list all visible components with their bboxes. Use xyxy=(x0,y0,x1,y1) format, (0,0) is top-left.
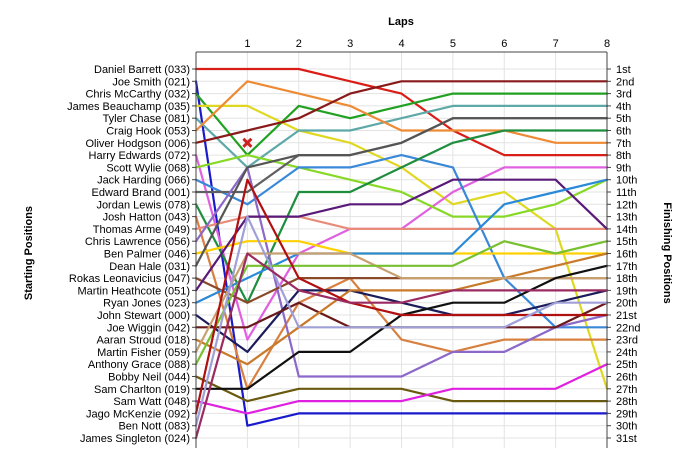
retired-marker-stroke xyxy=(242,137,253,148)
finishing-position-label: 15th xyxy=(616,236,637,248)
series-lines xyxy=(194,67,609,440)
top-axis-title: Laps xyxy=(388,16,414,28)
finishing-position-label: 19th xyxy=(616,285,637,297)
starting-position-label: James Singleton (024) xyxy=(80,433,190,445)
finishing-position-label: 18th xyxy=(616,273,637,285)
starting-position-label: Ben Nott (083) xyxy=(118,421,190,433)
starting-position-label: Scott Wylie (068) xyxy=(106,162,190,174)
finishing-position-label: 6th xyxy=(616,126,631,138)
finishing-position-label: 13th xyxy=(616,212,637,224)
starting-position-label: Thomas Arme (049) xyxy=(93,224,190,236)
lap-tick-label: 2 xyxy=(296,38,302,50)
series-line-15 xyxy=(194,166,609,378)
starting-position-label: Harry Edwards (072) xyxy=(89,150,190,162)
starting-position-label: Ben Palmer (046) xyxy=(104,249,190,261)
starting-position-label: Daniel Barrett (033) xyxy=(94,64,190,76)
starting-position-label: Aaran Stroud (018) xyxy=(96,335,190,347)
right-axis-title: Finishing Positions xyxy=(661,202,673,303)
series-line-3 xyxy=(194,92,609,157)
finishing-position-label: 21st xyxy=(616,310,637,322)
finishing-position-label: 3rd xyxy=(616,89,632,101)
finishing-position-label: 29th xyxy=(616,408,637,420)
lap-tick-label: 6 xyxy=(501,38,507,50)
series-line-28 xyxy=(194,363,609,415)
lap-tick-label: 5 xyxy=(450,38,456,50)
starting-position-label: Rokas Leonavicius (047) xyxy=(69,273,190,285)
retired-marker xyxy=(242,137,253,148)
starting-position-label: Sam Charlton (019) xyxy=(94,384,190,396)
series-line-26 xyxy=(194,375,609,403)
series-line-2 xyxy=(194,80,609,427)
series-line-17 xyxy=(194,117,609,267)
finishing-position-label: 25th xyxy=(616,359,637,371)
starting-position-label: Josh Hatton (043) xyxy=(103,212,190,224)
finishing-position-label: 14th xyxy=(616,224,637,236)
series-line-13 xyxy=(194,215,609,390)
starting-position-label: Jago McKenzie (092) xyxy=(86,408,190,420)
series-line-30 xyxy=(194,215,609,427)
series-line-1 xyxy=(194,67,609,157)
starting-position-label: Chris McCarthy (032) xyxy=(85,89,190,101)
series-line-20 xyxy=(194,178,609,304)
starting-position-label: Dean Hale (031) xyxy=(109,261,190,273)
finishing-position-label: 11th xyxy=(616,187,637,199)
lap-tick-label: 7 xyxy=(553,38,559,50)
lap-tick-label: 1 xyxy=(244,38,250,50)
finishing-position-label: 10th xyxy=(616,175,637,187)
finishing-position-label: 1st xyxy=(616,64,631,76)
finishing-position-label: 26th xyxy=(616,372,637,384)
series-line-6 xyxy=(194,80,609,144)
lap-tick-label: 4 xyxy=(398,38,404,50)
starting-position-label: Craig Hook (053) xyxy=(106,126,190,138)
finishing-position-label: 9th xyxy=(616,162,631,174)
markers xyxy=(242,137,253,148)
starting-position-label: Martin Fisher (059) xyxy=(97,347,190,359)
starting-position-label: Oliver Hodgson (006) xyxy=(85,138,190,150)
finishing-position-label: 5th xyxy=(616,113,631,125)
finishing-position-label: 22nd xyxy=(616,322,640,334)
finishing-position-label: 31st xyxy=(616,433,637,445)
starting-position-label: Martin Heathcote (051) xyxy=(78,285,191,297)
starting-position-label: Joe Smith (021) xyxy=(112,76,190,88)
finishing-position-label: 8th xyxy=(616,150,631,162)
starting-position-label: Tyler Chase (081) xyxy=(103,113,190,125)
series-line-7 xyxy=(194,80,609,144)
finishing-position-label: 12th xyxy=(616,199,637,211)
finishing-position-label: 20th xyxy=(616,298,637,310)
starting-position-label: Jack Harding (066) xyxy=(97,175,190,187)
lap-tick-label: 3 xyxy=(347,38,353,50)
finishing-position-label: 4th xyxy=(616,101,631,113)
series-line-5 xyxy=(194,104,609,169)
finishing-position-label: 27th xyxy=(616,384,637,396)
series-line-31 xyxy=(194,252,609,440)
starting-position-label: Edward Brand (001) xyxy=(92,187,190,199)
axes: 1 2 3 4 5 6 7 8 Daniel Barrett (033)Joe Smith (0… xyxy=(67,38,640,448)
finishing-position-label: 16th xyxy=(616,249,637,261)
starting-position-label: John Stewart (000) xyxy=(97,310,190,322)
series-line-19 xyxy=(194,178,609,292)
series-line-29 xyxy=(194,178,609,415)
finishing-position-label: 2nd xyxy=(616,76,634,88)
finishing-position-label: 7th xyxy=(616,138,631,150)
starting-position-label: Chris Lawrence (056) xyxy=(85,236,190,248)
starting-position-label: Sam Watt (048) xyxy=(113,396,190,408)
starting-position-label: James Beauchamp (035) xyxy=(67,101,190,113)
finishing-position-label: 23rd xyxy=(616,335,638,347)
left-axis-title: Starting Positions xyxy=(23,206,35,300)
finishing-position-label: 17th xyxy=(616,261,637,273)
starting-position-label: Jordan Lewis (078) xyxy=(96,199,190,211)
starting-position-label: Bobby Neil (044) xyxy=(108,372,190,384)
series-line-9 xyxy=(194,154,609,218)
finishing-position-label: 28th xyxy=(616,396,637,408)
starting-position-label: Ryan Jones (023) xyxy=(103,298,190,310)
finishing-position-label: 30th xyxy=(616,421,637,433)
starting-position-label: Joe Wiggin (042) xyxy=(107,322,190,334)
lap-tick-label: 8 xyxy=(604,38,610,50)
finishing-position-label: 24th xyxy=(616,347,637,359)
series-line-23 xyxy=(194,252,609,366)
starting-position-label: Anthony Grace (088) xyxy=(88,359,190,371)
